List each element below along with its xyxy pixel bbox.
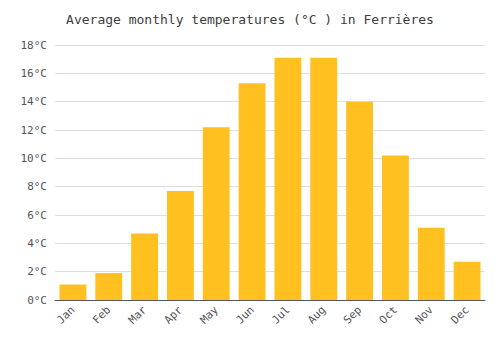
svg-text:Dec: Dec	[448, 303, 471, 326]
svg-text:Oct: Oct	[377, 303, 400, 326]
svg-text:May: May	[198, 303, 221, 326]
svg-text:2°C: 2°C	[27, 265, 47, 278]
svg-text:18°C: 18°C	[21, 39, 48, 52]
svg-text:Sep: Sep	[341, 303, 364, 326]
svg-text:16°C: 16°C	[21, 67, 48, 80]
svg-text:8°C: 8°C	[27, 180, 47, 193]
svg-text:Feb: Feb	[90, 303, 113, 326]
svg-text:Jan: Jan	[54, 303, 77, 326]
svg-text:0°C: 0°C	[27, 294, 47, 307]
svg-text:10°C: 10°C	[21, 152, 48, 165]
svg-text:Average monthly temperatures (: Average monthly temperatures (°C ) in Fe…	[66, 12, 434, 27]
svg-text:Nov: Nov	[413, 303, 436, 326]
svg-text:Apr: Apr	[162, 303, 185, 326]
svg-text:6°C: 6°C	[27, 209, 47, 222]
svg-text:Aug: Aug	[305, 303, 328, 326]
svg-text:4°C: 4°C	[27, 237, 47, 250]
svg-text:14°C: 14°C	[21, 95, 48, 108]
svg-text:Mar: Mar	[126, 303, 149, 326]
svg-text:Jun: Jun	[233, 303, 256, 326]
svg-text:Jul: Jul	[269, 303, 292, 326]
svg-text:12°C: 12°C	[21, 124, 48, 137]
